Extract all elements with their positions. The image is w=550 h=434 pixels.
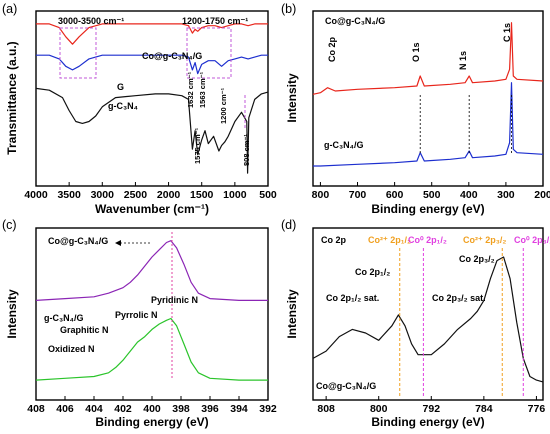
x-tick-label-b-3: 500 — [423, 189, 441, 201]
x-tick-label-a-5: 1500 — [190, 189, 214, 201]
reference-lines-d — [399, 248, 524, 398]
x-tick-label-a-1: 3500 — [57, 189, 81, 201]
x-tick-label-b-4: 400 — [460, 189, 478, 201]
label-d-sample: Co@g-C₃N₄/G — [316, 381, 376, 391]
x-tick-label-c-6: 396 — [201, 403, 219, 415]
peak-label-808: 808 cm⁻¹ — [242, 134, 251, 166]
series-label-b-gc3n4: g-C₃N₄/G — [324, 140, 363, 150]
peak-label-n1s: N 1s — [458, 51, 468, 70]
x-tick-label-d-2: 792 — [423, 403, 441, 415]
label-pyridinic: Pyridinic N — [151, 295, 198, 305]
x-axis-label-c: Binding energy (eV) — [95, 415, 208, 429]
x-tick-label-a-6: 1000 — [223, 189, 247, 201]
series-line-d-0 — [312, 256, 544, 383]
x-tick-label-c-1: 406 — [56, 403, 74, 415]
label-graphitic: Graphitic N — [60, 325, 109, 335]
x-axis-label-d: Binding energy (eV) — [371, 415, 484, 429]
x-ticks-c: 408 406 404 402 400 398 396 394 392 — [27, 396, 277, 415]
y-axis-label-c: Intensity — [5, 289, 19, 339]
x-tick-label-a-7: 500 — [259, 189, 277, 201]
y-axis-label-b: Intensity — [285, 73, 299, 123]
label-d-co0-2p12: Co⁰ 2p₁/₂ — [408, 235, 447, 245]
x-tick-label-c-8: 392 — [259, 403, 277, 415]
peak-lines-b — [419, 95, 512, 153]
label-d-co2-2p32: Co²⁺ 2p₃/₂ — [463, 235, 506, 245]
series-line-c-0 — [35, 240, 268, 301]
panel-label-b: (b) — [281, 2, 296, 16]
peak-label-1200: 1200 cm⁻¹ — [219, 87, 228, 124]
label-pyrrolic: Pyrrolic N — [115, 310, 158, 320]
y-axis-label-a: Transmittance (a.u.) — [5, 41, 19, 154]
y-axis-label-d: Intensity — [285, 289, 299, 339]
series-label-b-co: Co@g-C₃N₄/G — [325, 16, 385, 26]
series-line-b-1 — [313, 82, 544, 167]
region-box-oh — [59, 27, 97, 79]
plot-area-d — [312, 227, 544, 401]
label-d-co2p12: Co 2p₁/₂ — [355, 267, 390, 277]
label-c-co: Co@g-C₃N₄/G — [48, 236, 108, 246]
peak-label-1575: 1575 cm⁻¹ — [193, 127, 202, 164]
x-ticks-a: 4000 3500 3000 2500 2000 1500 1000 500 — [24, 182, 277, 201]
label-oxidized: Oxidized N — [48, 344, 95, 354]
shift-arrow-head — [115, 240, 121, 246]
series-label-co-g-c3n4-g: Co@g-C₃N₄/G — [142, 51, 202, 61]
plot-area-b — [312, 10, 544, 187]
x-tick-label-a-2: 3000 — [91, 189, 115, 201]
x-tick-label-b-6: 200 — [534, 189, 550, 201]
x-tick-label-b-2: 600 — [386, 189, 404, 201]
series-line-c-1 — [35, 317, 268, 381]
plot-area-a — [35, 10, 269, 187]
panel-label-d: (d) — [281, 218, 296, 232]
series-line-a-2 — [35, 87, 269, 174]
peak-label-co2p: Co 2p — [327, 36, 337, 62]
x-tick-label-c-5: 398 — [172, 403, 190, 415]
series-group-d — [312, 256, 544, 383]
peak-label-c1s: C 1s — [502, 23, 512, 42]
x-axis-label-b: Binding energy (eV) — [371, 202, 484, 216]
x-ticks-d: 808 800 792 784 776 — [317, 396, 545, 415]
label-d-co2p12-sat: Co 2p₁/₂ sat. — [326, 293, 379, 303]
label-d-co0-2p32: Co⁰ 2p₃/₂ — [514, 235, 550, 245]
label-c-gc3n4: g-C₃N₄/G — [44, 313, 83, 323]
region-label-oh: 3000-3500 cm⁻¹ — [58, 16, 124, 26]
x-tick-label-b-5: 300 — [497, 189, 515, 201]
series-line-b-0 — [312, 22, 544, 95]
label-d-co2p32: Co 2p₃/₂ — [459, 254, 495, 264]
x-tick-label-c-2: 404 — [85, 403, 103, 415]
series-label-g: G — [117, 82, 124, 92]
x-axis-label-a: Wavenumber (cm⁻¹) — [95, 202, 209, 216]
label-d-co2p32-sat: Co 2p₃/₂ sat. — [432, 293, 486, 303]
series-line-a-0 — [36, 23, 268, 45]
peak-label-1563: 1563 cm⁻¹ — [198, 71, 207, 108]
peak-label-o1s: O 1s — [411, 42, 421, 62]
x-tick-label-a-0: 4000 — [24, 189, 48, 201]
x-tick-label-d-4: 776 — [528, 403, 546, 415]
panel-label-a: (a) — [2, 2, 17, 16]
x-tick-label-d-3: 784 — [475, 403, 493, 415]
x-tick-label-b-0: 800 — [312, 189, 330, 201]
x-tick-label-c-3: 402 — [114, 403, 132, 415]
series-label-g-c3n4: g-C₃N₄ — [108, 101, 138, 111]
label-d-co2-2p12: Co²⁺ 2p₁/₂ — [368, 235, 411, 245]
x-tick-label-c-7: 394 — [230, 403, 248, 415]
x-tick-label-c-0: 408 — [27, 403, 45, 415]
x-tick-label-c-4: 400 — [143, 403, 161, 415]
x-tick-label-a-4: 2000 — [157, 189, 181, 201]
series-group-c — [35, 240, 268, 381]
x-tick-label-d-1: 800 — [370, 403, 388, 415]
peak-label-1632: 1632 cm⁻¹ — [186, 71, 195, 108]
panel-label-c: (c) — [2, 218, 17, 232]
series-group-b — [312, 22, 544, 167]
series-line-a-1 — [36, 54, 268, 75]
region-box-cn — [186, 27, 232, 79]
series-group-a — [35, 23, 269, 174]
region-label-cn: 1200-1750 cm⁻¹ — [182, 16, 248, 26]
label-d-co2p: Co 2p — [321, 235, 347, 245]
x-tick-label-a-3: 2500 — [124, 189, 148, 201]
x-tick-label-b-1: 700 — [349, 189, 367, 201]
x-tick-label-d-0: 808 — [317, 403, 335, 415]
x-ticks-b: 800 700 600 500 400 300 200 — [312, 182, 550, 201]
